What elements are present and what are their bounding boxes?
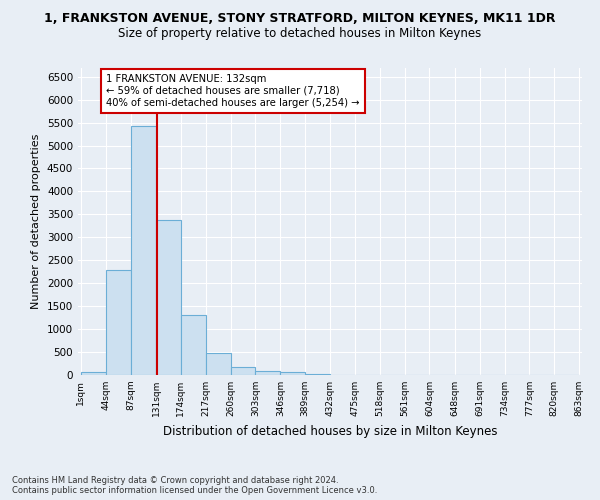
Bar <box>131 126 156 375</box>
Text: 1, FRANKSTON AVENUE, STONY STRATFORD, MILTON KEYNES, MK11 1DR: 1, FRANKSTON AVENUE, STONY STRATFORD, MI… <box>44 12 556 26</box>
Bar <box>206 354 230 375</box>
Bar <box>280 372 305 375</box>
Bar <box>305 374 330 375</box>
Bar <box>156 220 181 375</box>
Bar <box>230 368 256 375</box>
Bar <box>106 270 131 375</box>
Text: 1 FRANKSTON AVENUE: 132sqm
← 59% of detached houses are smaller (7,718)
40% of s: 1 FRANKSTON AVENUE: 132sqm ← 59% of deta… <box>106 74 360 108</box>
Text: Size of property relative to detached houses in Milton Keynes: Size of property relative to detached ho… <box>118 28 482 40</box>
Text: Contains HM Land Registry data © Crown copyright and database right 2024.
Contai: Contains HM Land Registry data © Crown c… <box>12 476 377 495</box>
X-axis label: Distribution of detached houses by size in Milton Keynes: Distribution of detached houses by size … <box>163 424 497 438</box>
Y-axis label: Number of detached properties: Number of detached properties <box>31 134 41 309</box>
Bar <box>181 316 206 375</box>
Bar <box>81 372 106 375</box>
Bar <box>256 371 280 375</box>
